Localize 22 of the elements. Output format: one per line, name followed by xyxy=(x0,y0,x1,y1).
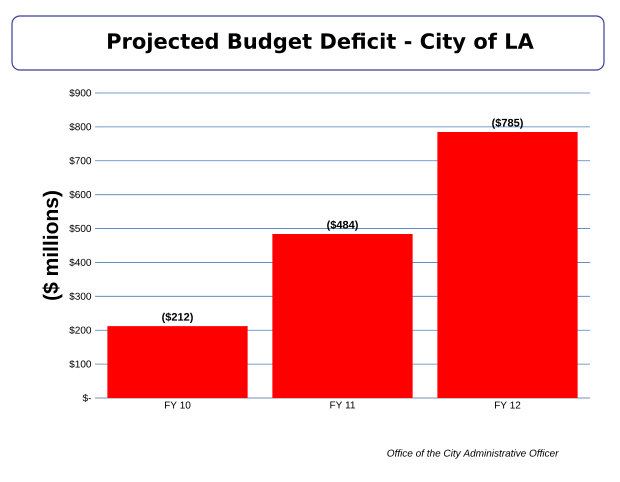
data-label: ($785) xyxy=(492,118,523,129)
y-tick-label: $400 xyxy=(69,258,92,266)
bar xyxy=(107,326,248,398)
text: Office of the City Administrative Officer xyxy=(387,449,559,459)
y-tick-label: $100 xyxy=(69,360,92,368)
x-tick-label: FY 10 xyxy=(164,402,190,409)
y-tick-label: $700 xyxy=(69,156,92,165)
y-tick-label: $200 xyxy=(69,326,92,334)
x-tick-label: FY 12 xyxy=(494,402,520,409)
y-tick-label: $500 xyxy=(69,224,92,233)
bar xyxy=(437,132,578,398)
x-tick-label: FY 11 xyxy=(330,402,355,408)
y-tick-label: $800 xyxy=(69,122,92,131)
y-tick-label: $600 xyxy=(69,190,92,199)
bar xyxy=(272,234,413,398)
data-label: ($212) xyxy=(162,312,193,323)
y-tick-label: $- xyxy=(82,394,92,402)
y-axis-title: ($ millions) xyxy=(42,191,62,300)
data-label: ($484) xyxy=(327,220,358,231)
y-tick-label: $300 xyxy=(69,292,92,300)
y-tick-label: $900 xyxy=(69,88,92,98)
chart-title: Projected Budget Deficit - City of LA xyxy=(108,32,534,54)
